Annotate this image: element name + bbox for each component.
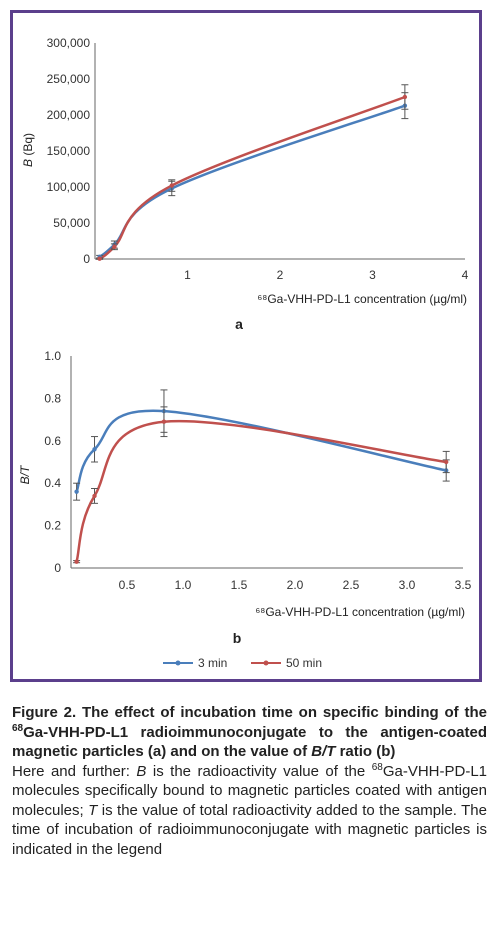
caption-body-part-3: Ga-VHH-PD-L1 molecules specifically boun… bbox=[12, 762, 488, 819]
chart-b-x-tick-label: 3.5 bbox=[455, 578, 472, 592]
figure-svg: 0 50,000 100,000 150,000 200,000 250,000 300,0… bbox=[18, 36, 472, 670]
chart-b-y-label: B/T bbox=[18, 464, 32, 484]
chart-b-y-tick-label: 0.8 bbox=[44, 391, 61, 405]
chart-b-series-50min-point bbox=[92, 493, 97, 499]
chart-a-series-50min-point bbox=[97, 256, 102, 261]
chart-a-y-tick-label: 300,000 bbox=[47, 36, 91, 50]
chart-b-y-tick-label: 0.6 bbox=[44, 434, 61, 448]
chart-a-series-50min-point bbox=[169, 183, 174, 188]
chart-b-series-3min-line bbox=[75, 409, 447, 493]
caption-fig-label: Figure 2. bbox=[12, 704, 77, 721]
caption-body-part-2: is the radioactivity value of the bbox=[146, 762, 372, 780]
chart-b: 0 0.2 0.4 0.6 0.8 1.0 0.5 1.0 1.5 2.0 2.5 3.0 3.5 B… bbox=[18, 349, 472, 646]
caption-title-bt: B/T bbox=[311, 743, 336, 760]
caption-title: Figure 2. The effect of incubation time … bbox=[12, 703, 487, 762]
caption-body-b: B bbox=[136, 762, 147, 780]
chart-b-series-50min-line bbox=[75, 419, 447, 562]
caption-body: Here and further: B is the radioactivity… bbox=[12, 762, 487, 860]
caption-body-t: T bbox=[88, 801, 98, 819]
chart-b-series-50min-point bbox=[74, 559, 79, 564]
chart-b-x-tick-label: 3.0 bbox=[399, 578, 416, 592]
chart-a-series-3min-line bbox=[98, 104, 406, 258]
caption-title-part-3: ratio (b) bbox=[335, 743, 396, 760]
chart-b-y-tick-label: 0 bbox=[54, 561, 61, 575]
chart-a-x-tick-label: 2 bbox=[277, 268, 284, 282]
chart-a-y-tick-label: 0 bbox=[83, 252, 90, 266]
chart-b-x-tick-label: 0.5 bbox=[119, 578, 136, 592]
caption-title-part-1: The effect of incubation time on specifi… bbox=[76, 704, 487, 721]
chart-b-series-50min-point bbox=[161, 419, 167, 424]
caption-body-part-1: Here and further: bbox=[12, 762, 137, 780]
legend-3min-marker bbox=[175, 660, 181, 666]
legend: 3 min 50 min bbox=[163, 656, 322, 670]
chart-a-y-tick-label: 100,000 bbox=[47, 180, 91, 194]
chart-a-y-tick-label: 200,000 bbox=[47, 108, 91, 122]
chart-a-y-tick-label: 50,000 bbox=[53, 216, 90, 230]
chart-a-series-50min-point bbox=[112, 244, 117, 249]
caption-title-part-2: Ga-VHH-PD-L1 radioimmunoconjugate to the… bbox=[12, 723, 487, 761]
chart-b-x-tick-label: 2.5 bbox=[343, 578, 360, 592]
figure-frame: 0 50,000 100,000 150,000 200,000 250,000 300,0… bbox=[10, 10, 482, 682]
chart-b-x-tick-label: 1.0 bbox=[175, 578, 192, 592]
chart-b-series-3min-point bbox=[92, 447, 97, 452]
chart-b-y-tick-label: 0.2 bbox=[44, 519, 61, 533]
chart-a-panel-label: a bbox=[235, 316, 243, 332]
chart-a-series-50min-line bbox=[98, 95, 406, 260]
chart-b-x-tick-label: 1.5 bbox=[231, 578, 248, 592]
chart-a-y-tick-label: 250,000 bbox=[47, 72, 91, 86]
chart-b-y-tick-label: 1.0 bbox=[44, 349, 61, 363]
chart-a-series-50min-point bbox=[402, 94, 408, 100]
chart-b-x-tick-label: 2.0 bbox=[287, 578, 304, 592]
caption-sup-68-a: 68 bbox=[12, 722, 24, 734]
chart-a-x-tick-label: 4 bbox=[462, 268, 469, 282]
chart-a: 0 50,000 100,000 150,000 200,000 250,000 300,0… bbox=[21, 36, 469, 332]
chart-b-series-3min-point bbox=[74, 489, 79, 494]
chart-b-x-label: ⁶⁸Ga-VHH-PD-L1 concentration (µg/ml) bbox=[255, 605, 465, 619]
figure-caption: Figure 2. The effect of incubation time … bbox=[12, 703, 487, 859]
caption-body-part-4: is the value of total radioactivity adde… bbox=[12, 801, 487, 858]
chart-a-y-label: B (Bq) bbox=[21, 133, 35, 167]
caption-sup-68-b: 68 bbox=[371, 761, 383, 773]
legend-50min-label: 50 min bbox=[286, 656, 322, 670]
chart-a-x-tick-label: 3 bbox=[369, 268, 376, 282]
legend-3min-label: 3 min bbox=[198, 656, 227, 670]
chart-b-y-tick-label: 0.4 bbox=[44, 476, 61, 490]
chart-b-panel-label: b bbox=[233, 630, 242, 646]
chart-a-x-tick-label: 1 bbox=[184, 268, 191, 282]
legend-50min-marker bbox=[263, 660, 269, 666]
chart-b-series-50min-point bbox=[444, 459, 449, 465]
chart-a-y-tick-label: 150,000 bbox=[47, 144, 91, 158]
chart-a-x-label: ⁶⁸Ga-VHH-PD-L1 concentration (µg/ml) bbox=[257, 292, 467, 306]
